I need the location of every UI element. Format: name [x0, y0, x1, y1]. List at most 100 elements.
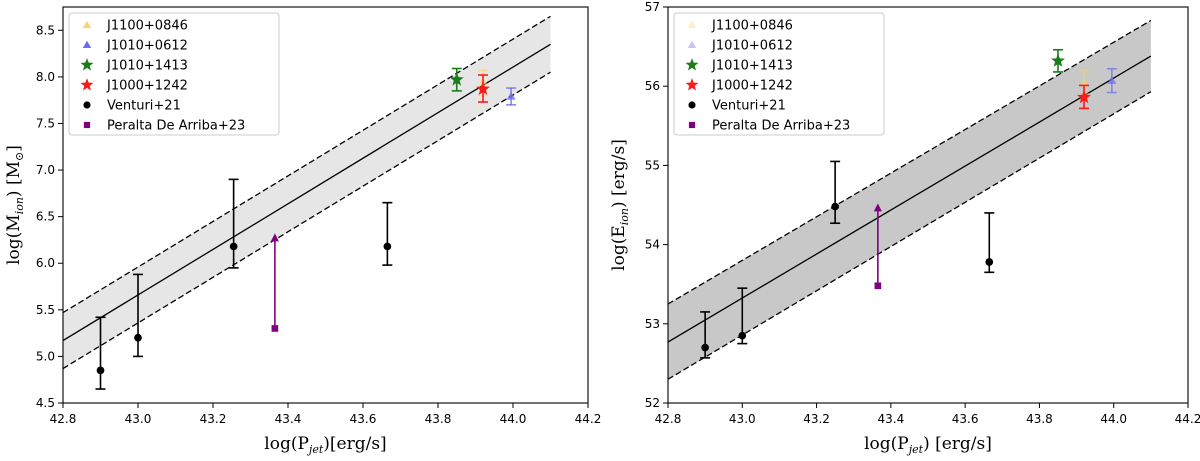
- legend-marker: [83, 101, 91, 109]
- y-tick-label: 52: [645, 396, 660, 410]
- x-tick-label: 43.2: [803, 412, 830, 426]
- y-tick-label: 6.0: [36, 256, 55, 270]
- legend-marker: [82, 20, 92, 28]
- legend-label: J1010+0612: [711, 39, 793, 54]
- legend-marker: [83, 121, 91, 129]
- data-point-venturi-21: [134, 333, 142, 342]
- y-axis-label-sym: ⊙: [13, 152, 26, 161]
- legend: J1100+0846 J1010+0612 J1010+1413 J1000+1242…: [673, 12, 885, 136]
- y-tick-label: 6.5: [36, 210, 55, 224]
- y-axis-label-sub: ion: [618, 208, 631, 225]
- y-tick-label: 57: [645, 0, 660, 14]
- x-tick-label: 43.8: [425, 412, 452, 426]
- data-point-peralta-de-arriba-23: [874, 282, 882, 290]
- upper-limit-arrow-head: [270, 233, 279, 242]
- y-axis-label-tail: ) [erg/s]: [609, 139, 629, 208]
- y-tick-label: 8.0: [36, 70, 55, 84]
- data-point-venturi-21: [229, 242, 238, 251]
- chart-panel-1: 42.8 43.0 43.2 43.4 43.6 43.8 44.0 44.2 4.5 5.0 5.…: [4, 6, 602, 456]
- legend-marker: [687, 20, 697, 28]
- band-lower-line: [63, 71, 551, 370]
- y-tick-label: 55: [645, 158, 660, 172]
- data-point-venturi-21: [985, 258, 994, 266]
- x-tick-label: 42.8: [655, 412, 682, 426]
- x-tick-label: 43.8: [1026, 412, 1053, 426]
- legend-marker: [685, 58, 699, 71]
- y-axis-label: log(Eion) [erg/s]: [609, 139, 631, 271]
- y-tick-label: 4.5: [36, 396, 55, 410]
- data-point-j1010-0612: [1107, 76, 1117, 84]
- legend-marker: [685, 78, 699, 91]
- data-point-j1010-0612: [506, 91, 516, 100]
- x-tick-label: 44.2: [1175, 412, 1200, 426]
- x-tick-label: 43.6: [350, 412, 377, 426]
- legend: J1100+0846 J1010+0612 J1010+1413 J1000+1242…: [68, 12, 280, 136]
- data-point-j1100-0846: [1079, 77, 1089, 86]
- x-axis-label-tail: ) [erg/s]: [923, 434, 992, 454]
- fit-line: [63, 43, 551, 342]
- x-tick-label: 42.8: [50, 412, 77, 426]
- legend-marker: [80, 58, 94, 71]
- plot-area: [668, 19, 1152, 380]
- fit-line: [668, 55, 1152, 343]
- data-point-j1000-1242: [476, 81, 490, 95]
- band-lower-line: [668, 91, 1152, 380]
- legend-box: [673, 12, 885, 136]
- axes-frame: [667, 6, 1189, 404]
- y-axis-label: log(Mion) [M⊙]: [4, 145, 26, 265]
- x-axis-label: log(Pjet) [erg/s]: [864, 434, 992, 456]
- legend-marker: [82, 40, 92, 48]
- x-tick-label: 43.4: [877, 412, 904, 426]
- legend-label: Peralta De Arriba+23: [107, 119, 245, 134]
- legend-label: J1010+1413: [106, 59, 188, 74]
- y-axis-label-sub: ion: [13, 197, 26, 214]
- legend-label: J1000+1242: [711, 79, 793, 94]
- legend-marker: [80, 78, 94, 91]
- x-tick-label: 43.0: [125, 412, 152, 426]
- legend-label: Venturi+21: [107, 99, 181, 114]
- x-tick-label: 44.0: [1100, 412, 1127, 426]
- chart-panel-2: 42.8 43.0 43.2 43.4 43.6 43.8 44.0 44.2 52 53 54 55…: [609, 0, 1200, 456]
- y-axis-label-tail: ) [M: [4, 161, 24, 197]
- y-tick-label: 7.0: [36, 163, 55, 177]
- y-tick-label: 7.5: [36, 116, 55, 130]
- axes-frame: [62, 6, 589, 404]
- upper-limit-arrow-head: [873, 203, 882, 212]
- data-point-venturi-21: [738, 331, 747, 340]
- x-tick-label: 43.6: [952, 412, 979, 426]
- legend-marker: [688, 121, 696, 129]
- legend-label: J1100+0846: [711, 19, 793, 34]
- plot-area: [63, 15, 551, 390]
- x-tick-label: 43.0: [729, 412, 756, 426]
- legend-box: [68, 12, 280, 136]
- y-axis-label-main: log(M: [4, 214, 24, 265]
- legend-label: J1010+0612: [106, 39, 188, 54]
- y-tick-label: 54: [645, 238, 660, 252]
- x-axis-label-sub: jet: [906, 443, 924, 456]
- data-point-j1000-1242: [1077, 89, 1091, 104]
- x-tick-label: 43.4: [275, 412, 302, 426]
- legend-marker: [687, 40, 697, 48]
- x-axis-label-sub: jet: [306, 443, 324, 456]
- legend-label: Venturi+21: [712, 99, 786, 114]
- x-axis-label-main: log(P: [864, 434, 909, 454]
- data-point-j1010-1413: [1051, 53, 1065, 67]
- x-axis-label-main: log(P: [264, 434, 309, 454]
- y-tick-label: 5.5: [36, 303, 55, 317]
- x-tick-label: 44.2: [575, 412, 602, 426]
- legend-label: Peralta De Arriba+23: [712, 119, 850, 134]
- x-axis-label: log(Pjet)[erg/s]: [264, 434, 386, 456]
- y-axis-label-end: ]: [4, 145, 24, 152]
- data-point-venturi-21: [96, 366, 105, 375]
- band-upper-line: [63, 15, 551, 314]
- confidence-band: [668, 20, 1151, 380]
- y-tick-label: 56: [645, 79, 660, 93]
- legend-marker: [688, 101, 696, 109]
- x-axis-label-tail: )[erg/s]: [323, 434, 386, 454]
- y-tick-label: 8.5: [36, 23, 55, 37]
- x-tick-label: 43.2: [200, 412, 227, 426]
- legend-label: J1000+1242: [106, 79, 188, 94]
- data-point-venturi-21: [831, 202, 839, 211]
- legend-label: J1010+1413: [711, 59, 793, 74]
